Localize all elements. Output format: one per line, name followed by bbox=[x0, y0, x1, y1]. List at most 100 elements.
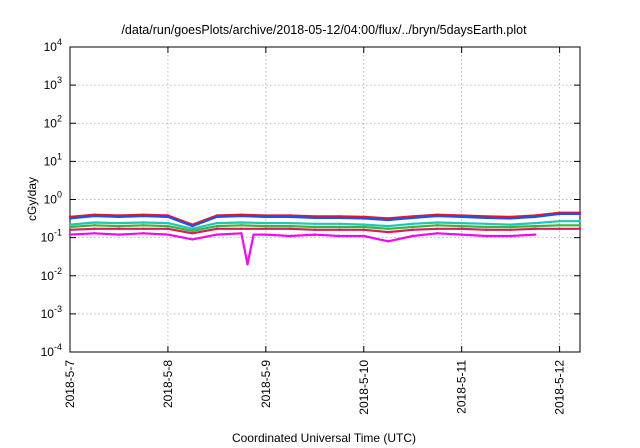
data-point bbox=[142, 214, 145, 218]
data-point bbox=[411, 234, 414, 238]
data-point bbox=[313, 225, 316, 229]
data-point bbox=[436, 232, 439, 235]
y-tick-exponent: -2 bbox=[54, 266, 62, 276]
data-point bbox=[191, 229, 194, 233]
data-point bbox=[533, 215, 537, 219]
data-point bbox=[362, 223, 365, 226]
data-point bbox=[387, 240, 390, 243]
data-point bbox=[313, 216, 316, 220]
data-point bbox=[578, 220, 582, 223]
data-point bbox=[68, 233, 72, 236]
y-tick-base: 10 bbox=[44, 193, 58, 207]
data-point bbox=[509, 223, 512, 226]
data-point bbox=[509, 225, 512, 229]
series-group bbox=[68, 211, 582, 266]
y-tick-exponent: 2 bbox=[57, 113, 62, 123]
data-point bbox=[117, 221, 121, 225]
y-tick-label: 10-3 bbox=[41, 304, 62, 321]
data-point bbox=[191, 227, 194, 230]
y-tick-label: 102 bbox=[44, 113, 62, 130]
data-point bbox=[117, 227, 121, 230]
data-point bbox=[313, 228, 316, 231]
y-tick-label: 100 bbox=[44, 190, 62, 207]
series-line bbox=[69, 211, 580, 226]
y-tick-label: 103 bbox=[44, 75, 62, 92]
y-tick-exponent: 1 bbox=[57, 151, 62, 161]
y-tick-base: 10 bbox=[41, 345, 55, 359]
data-point bbox=[166, 224, 170, 228]
x-axis-label: Coordinated Universal Time (UTC) bbox=[232, 431, 416, 445]
y-tick-base: 10 bbox=[41, 307, 55, 321]
data-point bbox=[460, 227, 463, 230]
series-line bbox=[69, 232, 536, 266]
data-point bbox=[289, 227, 292, 230]
data-point bbox=[68, 217, 72, 220]
data-point bbox=[289, 221, 292, 225]
data-point bbox=[117, 215, 121, 219]
series-line bbox=[69, 227, 580, 235]
data-point bbox=[460, 233, 463, 236]
data-point bbox=[215, 215, 219, 219]
data-point bbox=[166, 221, 170, 225]
data-point bbox=[338, 222, 341, 225]
data-point bbox=[264, 215, 267, 219]
data-point bbox=[252, 233, 255, 236]
data-point bbox=[436, 224, 439, 227]
data-point bbox=[246, 263, 249, 266]
data-point bbox=[411, 216, 414, 220]
y-tick-exponent: -1 bbox=[54, 228, 62, 238]
data-point bbox=[215, 233, 219, 236]
y-tick-label: 10-2 bbox=[41, 266, 62, 283]
y-tick-label: 10-1 bbox=[41, 228, 62, 245]
y-tick-base: 10 bbox=[41, 269, 55, 283]
data-point bbox=[166, 215, 170, 219]
series-line bbox=[69, 220, 580, 230]
data-point bbox=[558, 212, 561, 216]
y-tick-base: 10 bbox=[41, 231, 55, 245]
data-point bbox=[264, 221, 267, 225]
data-point bbox=[166, 233, 170, 236]
data-point bbox=[436, 214, 439, 218]
data-point bbox=[485, 228, 488, 231]
y-tick-label: 104 bbox=[44, 37, 62, 54]
data-point bbox=[578, 227, 582, 230]
data-point bbox=[93, 227, 96, 230]
data-point bbox=[533, 224, 537, 228]
data-point bbox=[485, 234, 488, 238]
data-point bbox=[485, 225, 488, 229]
data-point bbox=[68, 228, 72, 231]
data-point bbox=[362, 228, 365, 231]
data-point bbox=[117, 233, 121, 236]
data-point bbox=[240, 221, 243, 224]
data-point bbox=[166, 227, 170, 230]
data-point bbox=[387, 230, 390, 234]
data-point bbox=[362, 234, 365, 238]
data-point bbox=[558, 227, 561, 230]
data-point bbox=[558, 220, 561, 223]
y-tick-exponent: 0 bbox=[57, 190, 62, 200]
data-point bbox=[142, 232, 145, 235]
data-point bbox=[362, 225, 365, 229]
data-point bbox=[533, 233, 537, 236]
data-point bbox=[240, 227, 243, 230]
data-point bbox=[93, 232, 96, 235]
data-point bbox=[362, 217, 365, 220]
data-point bbox=[313, 222, 316, 225]
data-point bbox=[142, 227, 145, 230]
data-point bbox=[93, 221, 96, 224]
x-tick-label: 2018-5-8 bbox=[161, 360, 175, 408]
x-tick-label: 2018-5-9 bbox=[259, 360, 273, 408]
data-point bbox=[338, 225, 341, 229]
y-tick-base: 10 bbox=[44, 78, 58, 92]
data-point bbox=[338, 234, 341, 238]
series-line bbox=[69, 212, 580, 228]
data-point bbox=[509, 234, 512, 238]
data-point bbox=[117, 224, 121, 228]
data-point bbox=[411, 228, 414, 231]
data-point bbox=[387, 227, 390, 230]
y-tick-label: 101 bbox=[44, 151, 62, 168]
data-point bbox=[485, 216, 488, 220]
data-point bbox=[215, 224, 219, 228]
